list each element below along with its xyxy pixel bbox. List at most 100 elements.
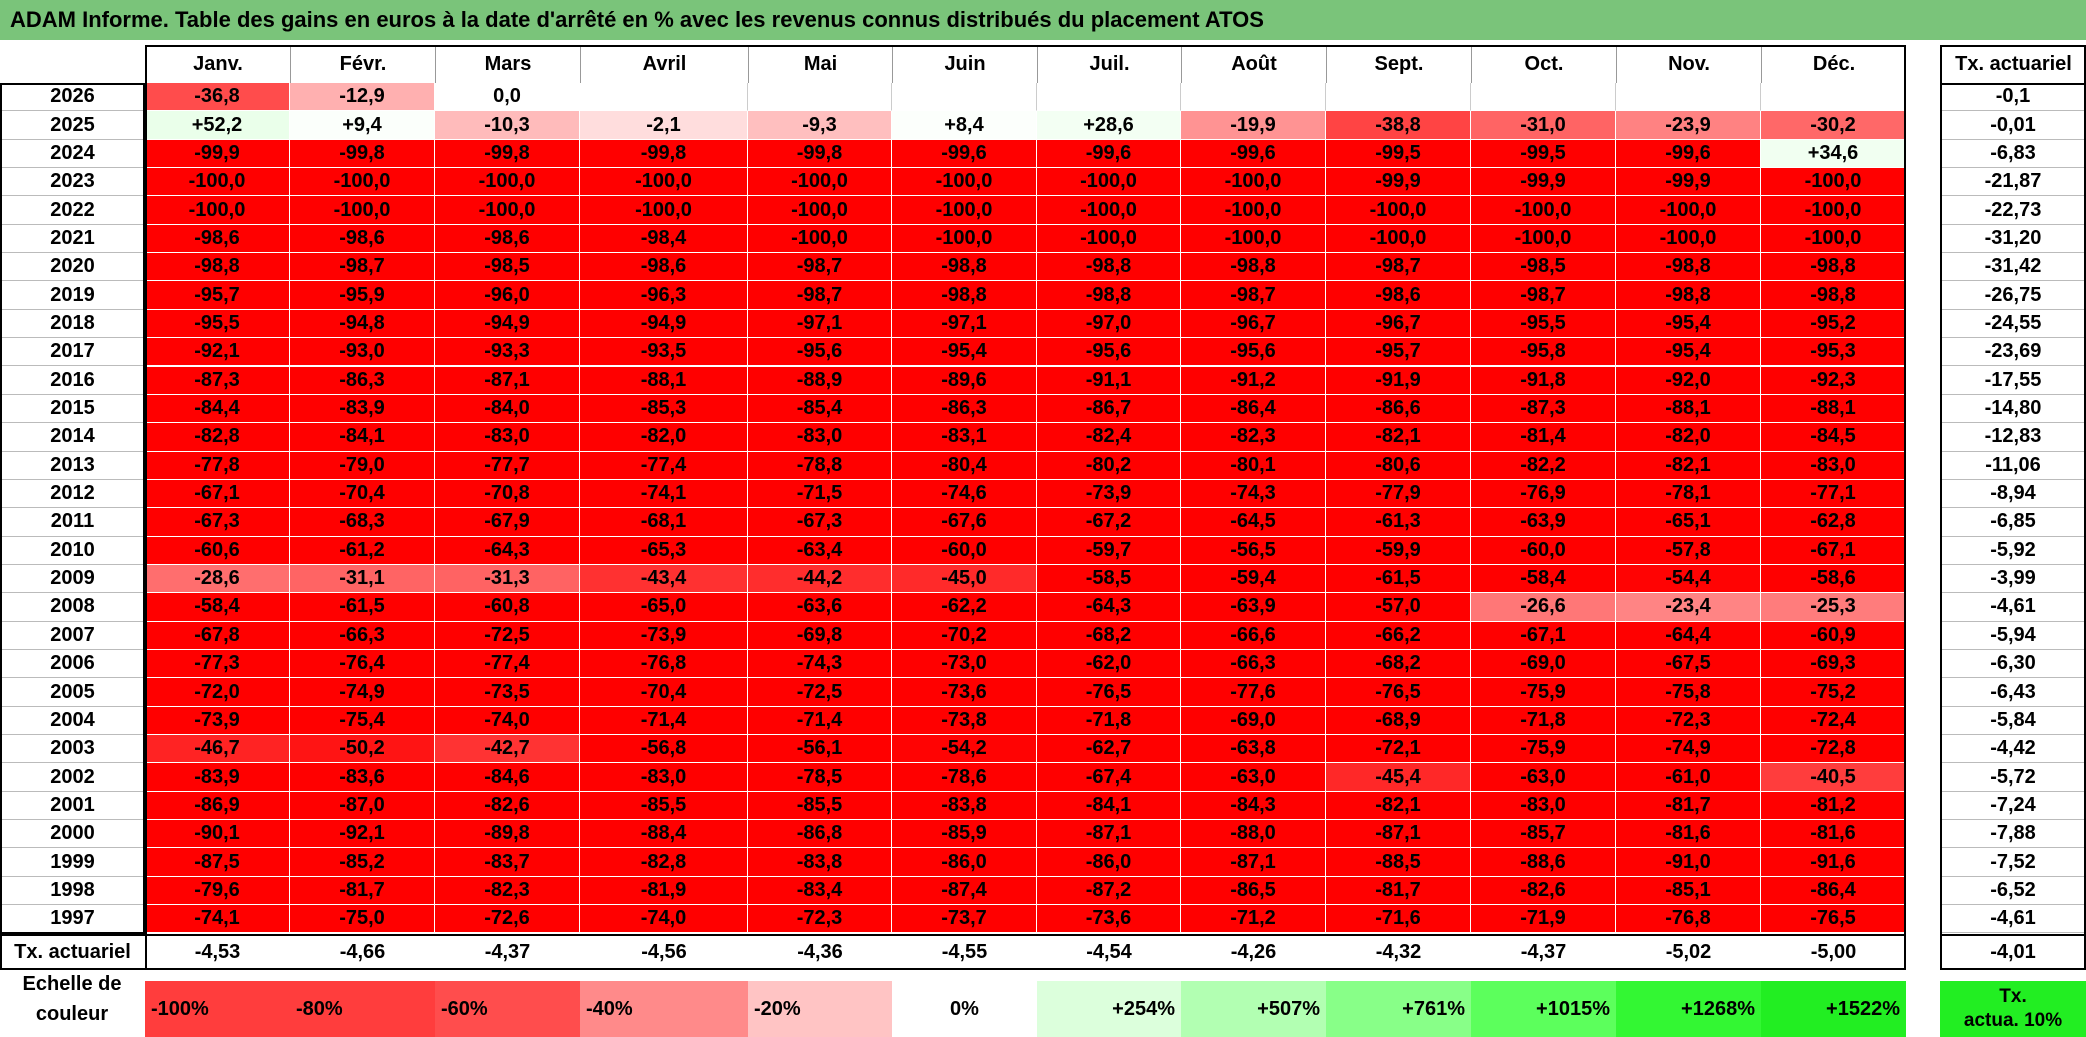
heatmap-cell: -82,1 xyxy=(1326,423,1471,452)
heatmap-cell: -26,6 xyxy=(1471,593,1616,622)
color-scale-swatch: -100% xyxy=(145,981,290,1037)
heatmap-cell: -98,8 xyxy=(145,253,290,282)
row-tx-value: -0,01 xyxy=(1940,111,2086,140)
heatmap-cell: -81,9 xyxy=(580,876,748,906)
heatmap-cell: -72,5 xyxy=(435,621,580,650)
heatmap-cell: -71,5 xyxy=(748,479,892,509)
row-tx-value: -7,24 xyxy=(1940,792,2086,821)
heatmap-cell: -58,4 xyxy=(1471,564,1616,594)
heatmap-cell: -100,0 xyxy=(1181,196,1326,225)
heatmap-cell: -66,3 xyxy=(290,621,435,650)
heatmap-cell: -74,9 xyxy=(290,678,435,707)
heatmap-cell: -84,0 xyxy=(435,394,580,424)
row-tx-value: -11,06 xyxy=(1940,452,2086,480)
heatmap-cell: -75,2 xyxy=(1761,678,1906,707)
heatmap-cell: -100,0 xyxy=(1471,196,1616,225)
year-label: 2013 xyxy=(0,452,145,480)
legend-tx-line2: actua. 10% xyxy=(1963,1010,2063,1031)
heatmap-cell: -98,8 xyxy=(1616,281,1761,310)
heatmap-cell: -59,9 xyxy=(1326,536,1471,565)
heatmap-cell: -98,6 xyxy=(145,224,290,254)
heatmap-cell: -95,3 xyxy=(1761,338,1906,367)
tx-row-value: -4,32 xyxy=(1375,940,1422,963)
tx-row-value: -4,56 xyxy=(641,940,687,963)
heatmap-cell: -73,8 xyxy=(892,706,1037,736)
heatmap-cell: -72,3 xyxy=(1616,706,1761,736)
color-scale-swatch: +507% xyxy=(1181,981,1326,1037)
heatmap-cell: -45,4 xyxy=(1326,763,1471,792)
month-header: Janv. xyxy=(145,45,290,85)
year-label: 2006 xyxy=(0,650,145,679)
heatmap-cell: -67,5 xyxy=(1616,650,1761,679)
heatmap-cell: -98,7 xyxy=(1471,281,1616,310)
heatmap-cell: -99,6 xyxy=(1037,139,1181,169)
heatmap-cell: -87,3 xyxy=(145,366,290,395)
heatmap-cell: -100,0 xyxy=(892,168,1037,197)
heatmap-cell: -73,5 xyxy=(435,678,580,707)
heatmap-cell: -100,0 xyxy=(1326,224,1471,254)
heatmap-cell: -96,7 xyxy=(1326,309,1471,339)
month-header: Juin xyxy=(892,45,1037,85)
heatmap-cell: -100,0 xyxy=(1037,168,1181,197)
heatmap-cell: -81,4 xyxy=(1471,423,1616,452)
heatmap-cell: -75,9 xyxy=(1471,735,1616,764)
heatmap-cell: -81,7 xyxy=(1616,791,1761,821)
heatmap-cell: -84,1 xyxy=(290,423,435,452)
month-header: Mai xyxy=(748,45,892,85)
heatmap-cell: -60,0 xyxy=(1471,536,1616,565)
heatmap-cell xyxy=(748,83,892,112)
heatmap-cell xyxy=(1471,83,1616,112)
row-tx-value: -17,55 xyxy=(1940,367,2086,395)
heatmap-cell: -54,4 xyxy=(1616,564,1761,594)
heatmap-cell: -85,9 xyxy=(892,820,1037,849)
heatmap-cell: -77,7 xyxy=(435,451,580,480)
heatmap-cell: -67,1 xyxy=(145,479,290,509)
heatmap-cell: -95,7 xyxy=(1326,338,1471,367)
heatmap-cell: -87,0 xyxy=(290,791,435,821)
heatmap-cell: -67,8 xyxy=(145,621,290,650)
heatmap-cell: +9,4 xyxy=(290,111,435,140)
heatmap-cell: -98,8 xyxy=(892,281,1037,310)
heatmap-cell xyxy=(1616,83,1761,112)
row-tx-value: -4,61 xyxy=(1940,905,2086,934)
row-tx-value: -21,87 xyxy=(1940,168,2086,197)
heatmap-cell xyxy=(1181,83,1326,112)
heatmap-cell: -85,4 xyxy=(748,394,892,424)
heatmap-cell: -95,9 xyxy=(290,281,435,310)
row-tx-value: -3,99 xyxy=(1940,565,2086,594)
heatmap-cell: -61,2 xyxy=(290,536,435,565)
heatmap-cell: -96,0 xyxy=(435,281,580,310)
row-tx-value: -4,42 xyxy=(1940,735,2086,764)
heatmap-cell: -60,6 xyxy=(145,536,290,565)
heatmap-cell: -81,7 xyxy=(290,876,435,906)
year-label: 2023 xyxy=(0,168,145,197)
heatmap-cell: -73,7 xyxy=(892,905,1037,934)
heatmap-cell: -100,0 xyxy=(435,196,580,225)
heatmap-cell: -100,0 xyxy=(748,224,892,254)
heatmap-cell: -2,1 xyxy=(580,111,748,140)
heatmap-cell: -95,6 xyxy=(1037,338,1181,367)
heatmap-cell: -36,8 xyxy=(145,83,290,112)
heatmap-cell: -72,3 xyxy=(748,905,892,934)
heatmap-cell: -92,1 xyxy=(290,820,435,849)
heatmap-cell: -57,0 xyxy=(1326,593,1471,622)
heatmap-cell: -100,0 xyxy=(290,168,435,197)
row-tx-value: -6,52 xyxy=(1940,877,2086,906)
year-label: 1997 xyxy=(0,905,145,934)
heatmap-cell: -54,2 xyxy=(892,735,1037,764)
heatmap-cell: -83,9 xyxy=(145,763,290,792)
row-tx-value: -5,84 xyxy=(1940,707,2086,736)
heatmap-cell: -76,8 xyxy=(580,650,748,679)
heatmap-cell: -100,0 xyxy=(1037,196,1181,225)
heatmap-cell: -74,6 xyxy=(892,479,1037,509)
heatmap-cell: -91,0 xyxy=(1616,848,1761,877)
row-tx-value: -6,43 xyxy=(1940,678,2086,707)
heatmap-cell: -56,5 xyxy=(1181,536,1326,565)
heatmap-cell: -71,8 xyxy=(1471,706,1616,736)
heatmap-cell: -93,5 xyxy=(580,338,748,367)
heatmap-cell: -95,5 xyxy=(1471,309,1616,339)
heatmap-cell: -71,4 xyxy=(580,706,748,736)
heatmap-cell: -86,9 xyxy=(145,791,290,821)
heatmap-cell: -77,8 xyxy=(145,451,290,480)
heatmap-cell: -78,6 xyxy=(892,763,1037,792)
